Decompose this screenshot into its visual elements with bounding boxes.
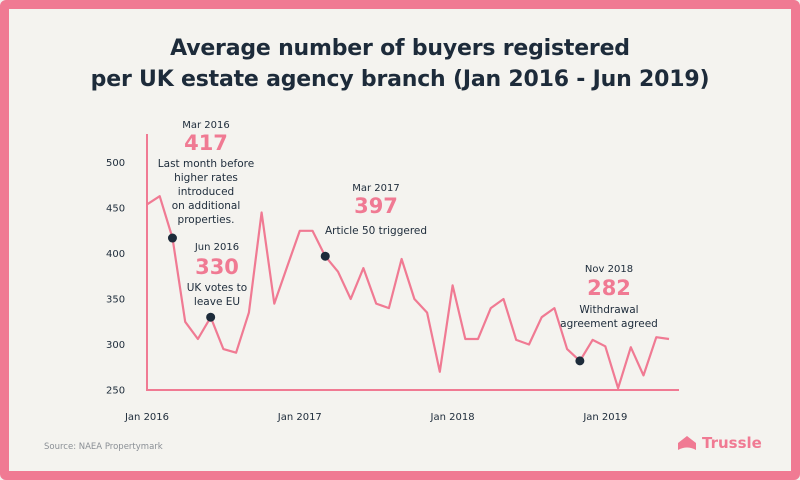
annotation-text: Article 50 triggered [325,225,427,237]
annotation-date: Mar 2016 [182,120,230,131]
title-line-1: Average number of buyers registered [170,36,630,61]
x-tick-label: Jan 2016 [124,412,169,423]
x-tick-label: Jan 2017 [277,412,322,423]
brand-logo: Trussle [676,432,762,454]
annotation-marker [167,233,177,243]
markers [167,233,585,366]
y-tick-label: 450 [106,204,125,215]
annotation-marker [206,312,216,322]
annotation-text: leave EU [194,296,240,308]
y-tick-label: 350 [106,295,125,306]
x-tick-label: Jan 2018 [430,412,475,423]
y-tick-label: 250 [106,386,125,397]
annotation-marker [320,251,330,261]
axes: 250 300 350 400 450 500 Jan 2016 Jan 2017 Jan 20… [106,134,679,423]
annotation-text: introduced [178,186,234,198]
annotation-marker [575,356,585,366]
title-line-2: per UK estate agency branch (Jan 2016 - … [90,67,710,92]
chart-title: Average number of buyers registered per … [0,33,800,95]
house-icon [678,436,696,450]
annotation-date: Mar 2017 [352,183,400,194]
annotation-text: Last month before [158,158,254,170]
annotation-text: agreement agreed [560,318,658,330]
annotation-text: UK votes to [187,282,247,294]
annotation-value: 330 [195,255,239,279]
y-tick-label: 300 [106,340,125,351]
annotation-value: 417 [184,131,228,155]
x-tick-label: Jan 2019 [582,412,627,423]
annotation-text: on additional [172,200,241,212]
annotation-date: Nov 2018 [585,264,633,275]
brand-name: Trussle [702,434,762,452]
annotation-text: Withdrawal [579,304,638,316]
y-tick-label: 500 [106,158,125,169]
annotation-date: Jun 2016 [194,242,239,253]
annotation-text: higher rates [174,172,238,184]
annotation-text: properties. [178,214,235,226]
source-note: Source: NAEA Propertymark [44,442,163,452]
y-tick-label: 400 [106,249,125,260]
annotation-value: 397 [354,194,398,218]
annotation-value: 282 [587,276,631,300]
